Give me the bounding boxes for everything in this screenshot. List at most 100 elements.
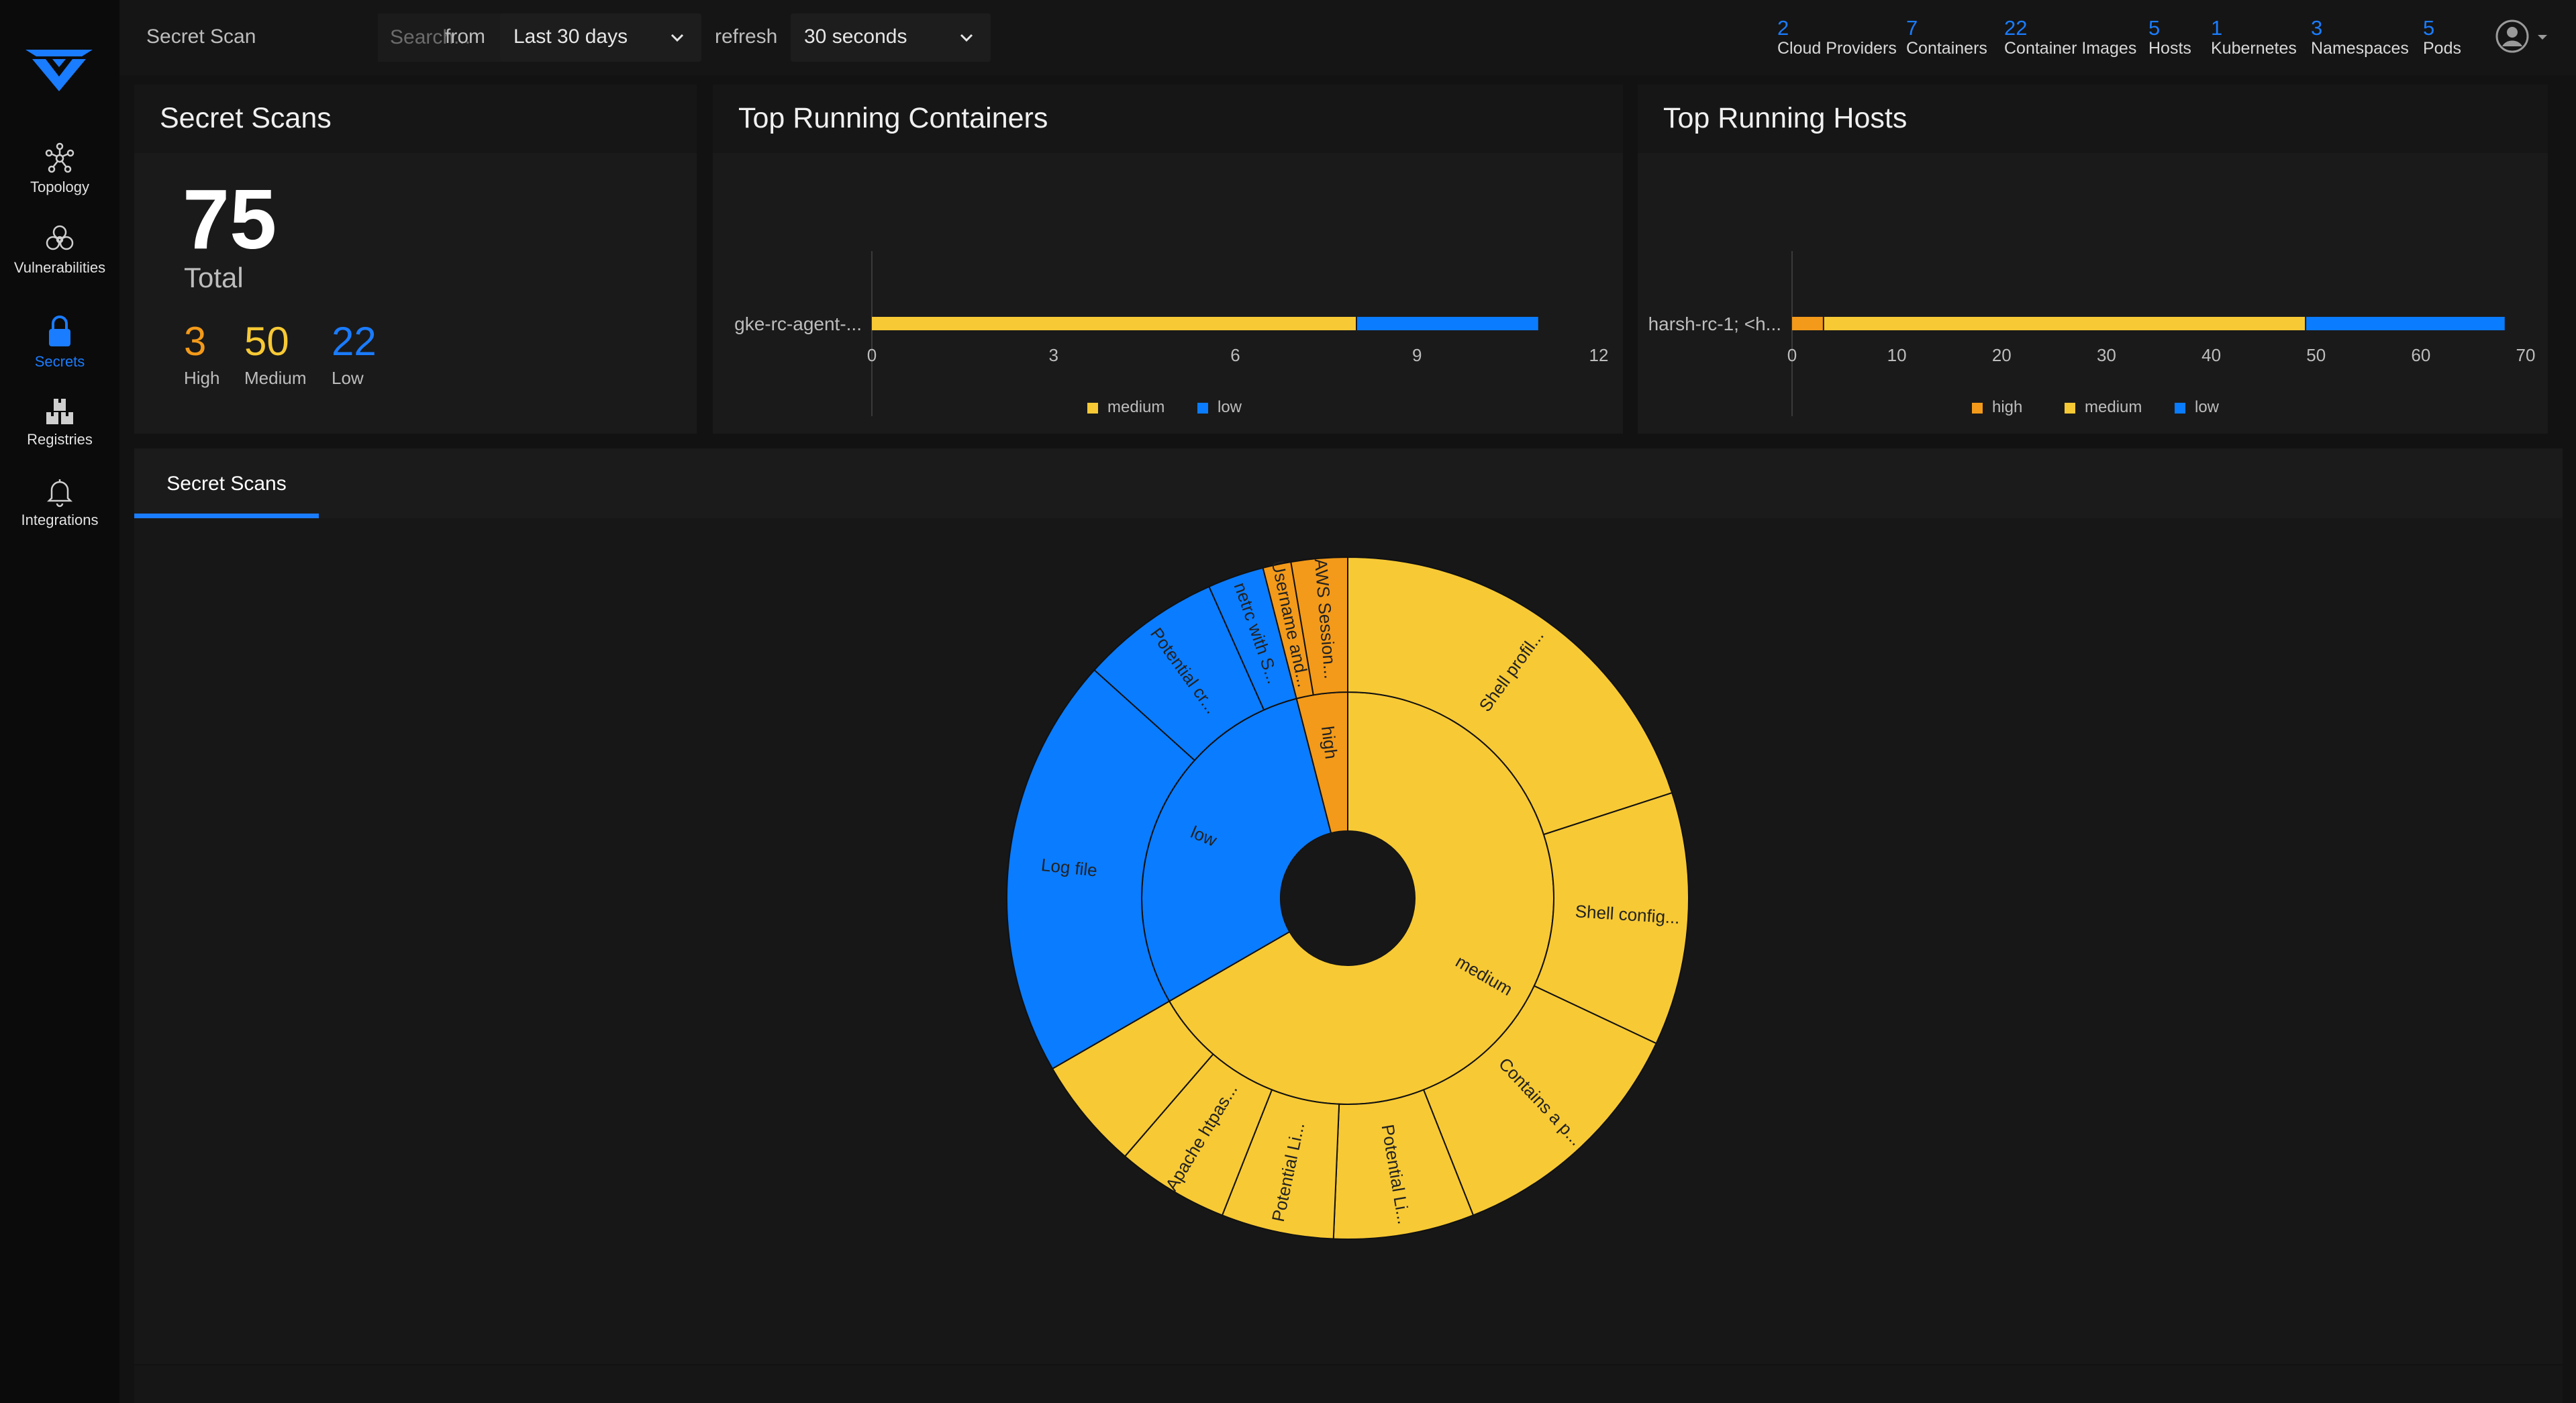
x-tick-label: 12: [1589, 345, 1609, 365]
chevron-down-icon: [960, 34, 973, 42]
topology-icon: [45, 142, 75, 173]
sidebar-item-registries[interactable]: Registries: [0, 395, 119, 448]
time-range-select[interactable]: Last 30 days: [500, 13, 701, 62]
sunburst-outer-segment[interactable]: [1422, 985, 1657, 1216]
refresh-interval-select[interactable]: 30 seconds: [791, 13, 991, 62]
sunburst-outer-segment[interactable]: [1533, 791, 1689, 1045]
stat-label: Namespaces: [2311, 39, 2409, 58]
stat-value: 7: [1906, 16, 1918, 40]
x-tick-label: 6: [1230, 345, 1240, 365]
stat-hosts[interactable]: 5 Hosts: [2148, 17, 2191, 58]
high-count[interactable]: 3: [184, 319, 207, 364]
medium-label: Medium: [244, 368, 307, 388]
x-tick-label: 60: [2411, 345, 2430, 365]
high-label: High: [184, 368, 220, 388]
sidebar-item-secrets[interactable]: Secrets: [0, 314, 119, 371]
x-tick-label: 0: [867, 345, 877, 365]
legend-swatch: [1972, 403, 1983, 414]
card-title: Top Running Hosts: [1663, 102, 1908, 134]
secret-scans-summary-card: Secret Scans 75 Total 3 High 50 Medium 2…: [134, 85, 697, 434]
legend-swatch: [1197, 403, 1208, 414]
from-label: from: [445, 26, 485, 48]
card-title: Secret Scans: [160, 102, 332, 134]
time-range-value: Last 30 days: [513, 26, 628, 48]
card-title: Top Running Containers: [738, 102, 1048, 134]
bar-segment-medium[interactable]: [872, 317, 1356, 330]
sidebar-item-label: Topology: [30, 179, 90, 195]
containers-bar-chart: gke-rc-agent-...0 3 6 9 12 medium low: [734, 251, 1609, 416]
sunburst-outer-segment[interactable]: [1290, 556, 1348, 696]
sidebar-item-label: Integrations: [21, 512, 99, 528]
caret-down-icon: [2538, 35, 2547, 40]
sidebar-item-label: Vulnerabilities: [13, 259, 106, 276]
x-tick-label: 9: [1412, 345, 1422, 365]
stat-label: Containers: [1906, 39, 1987, 58]
sidebar-item-label: Secrets: [34, 353, 85, 370]
stat-value: 5: [2148, 16, 2161, 40]
top-running-hosts-card: Top Running Hosts harsh-rc-1; <h... 0 10 20…: [1638, 85, 2548, 434]
top-running-containers-card: Top Running Containers gke-rc-agent-... 0…: [713, 85, 1623, 434]
chevron-down-icon: [671, 34, 684, 42]
stat-kubernetes[interactable]: 1 Kubernetes: [2211, 17, 2297, 58]
sidebar-item-label: Registries: [27, 431, 93, 448]
x-tick-label: 50: [2306, 345, 2326, 365]
stat-cloud-providers[interactable]: 2 Cloud Providers: [1777, 17, 1897, 58]
stat-value: 22: [2004, 16, 2028, 40]
legend-label[interactable]: high: [1992, 398, 2022, 416]
total-label: Total: [184, 262, 244, 293]
stat-label: Pods: [2423, 39, 2461, 58]
stat-value: 3: [2311, 16, 2323, 40]
registry-icon: [46, 399, 73, 424]
category-label: harsh-rc-1; <h...: [1648, 313, 1781, 334]
category-label: gke-rc-agent-...: [734, 313, 862, 334]
footer-strip: [134, 1365, 2563, 1403]
avatar-icon: [2495, 19, 2529, 53]
stat-namespaces[interactable]: 3 Namespaces: [2311, 17, 2409, 58]
bell-icon: [46, 479, 73, 507]
biohazard-icon: [46, 225, 74, 250]
card-header: Top Running Hosts: [1638, 85, 2548, 153]
medium-count[interactable]: 50: [244, 319, 289, 364]
x-tick-label: 20: [1992, 345, 2012, 365]
legend-swatch: [2175, 403, 2185, 414]
tab-secret-scans[interactable]: Secret Scans: [134, 448, 319, 518]
sidebar: Topology Vulnerabilities Secrets Registr…: [0, 0, 119, 1403]
stat-value: 2: [1777, 16, 1789, 40]
stat-label: Container Images: [2004, 39, 2137, 58]
legend-label[interactable]: low: [1218, 398, 1242, 416]
stat-label: Hosts: [2148, 39, 2191, 58]
user-menu[interactable]: [2495, 19, 2547, 57]
legend-swatch: [2065, 403, 2075, 414]
sunburst-outer-segment[interactable]: [1006, 669, 1196, 1070]
stat-container-images[interactable]: 22 Container Images: [2004, 17, 2136, 58]
secret-scans-panel: Secret Scans medium Shell profil... Shell …: [134, 448, 2563, 1364]
sunburst-label: high: [1318, 725, 1342, 761]
sidebar-item-topology[interactable]: Topology: [0, 142, 119, 196]
legend-label[interactable]: low: [2195, 398, 2220, 416]
card-header: Top Running Containers: [713, 85, 1623, 153]
legend-label[interactable]: medium: [1107, 398, 1165, 416]
stat-value: 1: [2211, 16, 2223, 40]
app-logo[interactable]: [26, 47, 93, 94]
stat-value: 5: [2423, 16, 2435, 40]
x-tick-label: 30: [2097, 345, 2116, 365]
stat-pods[interactable]: 5 Pods: [2423, 17, 2461, 58]
bar-segment-low[interactable]: [1356, 317, 1538, 330]
top-bar: Secret Scan from Last 30 days refresh 30…: [119, 0, 2576, 75]
x-tick-label: 70: [2516, 345, 2536, 365]
sidebar-item-vulnerabilities[interactable]: Vulnerabilities: [0, 223, 119, 277]
sunburst-center-hole: [1281, 831, 1415, 965]
low-count[interactable]: 22: [332, 319, 377, 364]
sunburst-outer-segment[interactable]: [1347, 556, 1673, 836]
x-tick-label: 0: [1787, 345, 1797, 365]
stat-containers[interactable]: 7 Containers: [1906, 17, 1987, 58]
legend-label[interactable]: medium: [2085, 398, 2142, 416]
tab-strip: Secret Scans: [134, 448, 2563, 518]
sidebar-item-integrations[interactable]: Integrations: [0, 475, 119, 529]
hosts-bar-chart: harsh-rc-1; <h... 0 10 20 30 40 50 60 70 high medi…: [1648, 251, 2536, 416]
stat-label: Kubernetes: [2211, 39, 2297, 58]
bar-segment-low[interactable]: [2306, 317, 2505, 330]
bar-segment-medium[interactable]: [1823, 317, 2306, 330]
bar-segment-high[interactable]: [1792, 317, 1824, 330]
